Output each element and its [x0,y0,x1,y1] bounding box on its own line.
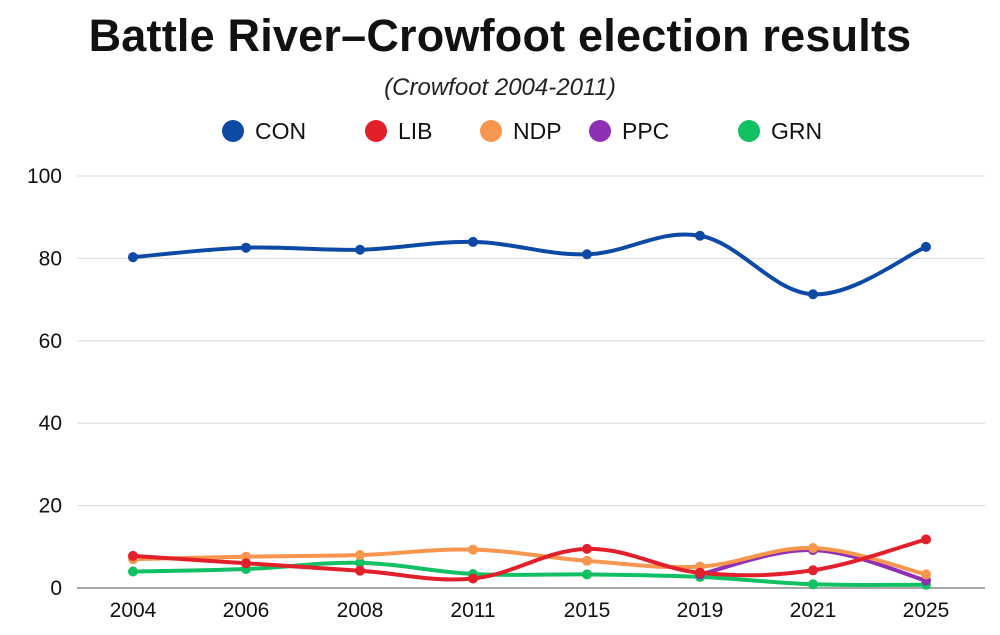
gridlines [77,175,985,589]
data-point [355,557,365,568]
y-tick-label: 0 [50,577,62,600]
data-point [468,236,478,247]
legend: CON LIB NDP PPC GRN [222,118,822,144]
data-point [241,558,251,569]
data-point [355,565,365,576]
data-point [695,230,705,241]
data-point [808,565,818,576]
legend-item-ndp: NDP [480,118,562,144]
legend-marker [589,120,611,142]
series-line [131,546,928,577]
data-point [355,244,365,255]
data-point [582,249,592,260]
chart-subtitle: (Crowfoot 2004-2011) [384,74,616,101]
data-point [241,242,251,253]
data-point [582,543,592,554]
data-point [355,550,365,561]
legend-marker [738,120,760,142]
series-group [128,230,931,590]
legend-label: CON [255,118,306,144]
x-tick-label: 2015 [564,599,611,622]
x-tick-label: 2019 [677,599,724,622]
x-tick-label: 2025 [903,599,950,622]
data-point [128,566,138,577]
series-con [128,230,931,300]
x-tick-label: 2011 [450,599,495,622]
legend-marker [480,120,502,142]
chart-title: Battle River–Crowfoot election results [88,10,912,61]
legend-label: NDP [513,118,562,144]
x-tick-label: 2006 [223,599,270,622]
x-axis: 2004 2006 2008 2011 2015 2019 2021 2025 [110,599,950,622]
data-point [695,567,705,578]
data-point [582,569,592,580]
data-point [921,569,931,580]
data-point [128,550,138,561]
data-point [808,543,818,554]
y-tick-label: 40 [39,412,62,435]
legend-label: LIB [398,118,433,144]
y-tick-label: 60 [39,330,62,353]
legend-label: GRN [771,118,822,144]
data-point [808,579,818,590]
legend-item-grn: GRN [738,118,822,144]
y-tick-label: 20 [39,495,62,518]
data-point [921,534,931,545]
x-tick-label: 2021 [790,599,837,622]
data-point [808,289,818,300]
data-point [468,573,478,584]
legend-item-lib: LIB [365,118,433,144]
data-point [921,241,931,252]
y-axis: 0 20 40 60 80 100 [27,165,62,600]
series-line [131,537,928,582]
legend-label: PPC [622,118,669,144]
y-tick-label: 100 [27,165,62,188]
legend-marker [222,120,244,142]
series-line [131,232,928,297]
series-lib [128,534,931,584]
x-tick-label: 2008 [337,599,384,622]
y-tick-label: 80 [39,247,62,270]
data-point [128,252,138,263]
legend-marker [365,120,387,142]
x-tick-label: 2004 [110,599,157,622]
legend-item-ppc: PPC [589,118,669,144]
data-point [582,555,592,566]
data-point [468,544,478,555]
legend-item-con: CON [222,118,306,144]
series-line [131,560,928,588]
